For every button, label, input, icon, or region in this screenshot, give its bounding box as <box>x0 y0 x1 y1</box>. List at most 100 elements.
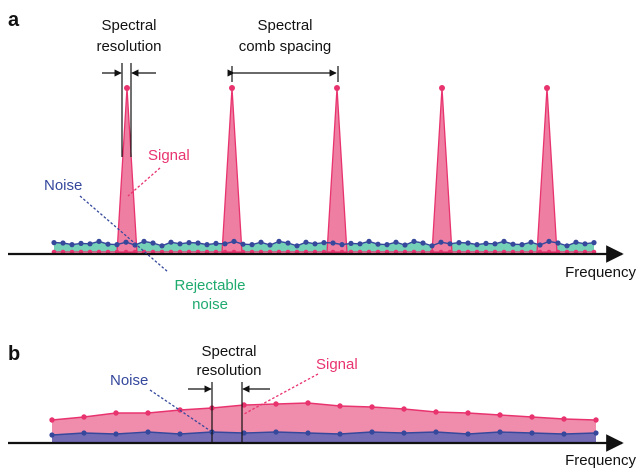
panel-a-noise-leader <box>79 195 169 273</box>
noise-point-16 <box>195 240 201 246</box>
signal-point-9 <box>337 403 343 409</box>
noise-point-59 <box>582 241 588 247</box>
noise-point-41 <box>420 240 426 246</box>
noise-point-51 <box>510 241 516 247</box>
noise-point-23 <box>258 239 264 245</box>
noise-point-15 <box>529 430 535 436</box>
noise-point-14 <box>177 241 183 247</box>
noise-point-27 <box>294 243 300 249</box>
panel-b-noise-leader <box>149 389 213 433</box>
noise-point-7 <box>114 242 120 248</box>
noise-area <box>52 432 596 442</box>
noise-point-13 <box>465 431 471 437</box>
signal-peak-2 <box>221 87 243 254</box>
noise-point-55 <box>546 238 552 244</box>
noise-point-40 <box>411 238 417 244</box>
noise-point-48 <box>483 240 489 246</box>
noise-point-0 <box>49 432 55 438</box>
noise-point-52 <box>519 242 525 248</box>
noise-point-20 <box>231 238 237 244</box>
noise-point-31 <box>330 240 336 246</box>
panel-b-signal-label: Signal <box>316 356 358 373</box>
panel-a-fills <box>54 87 594 254</box>
noise-point-17 <box>204 242 210 248</box>
signal-point-11 <box>401 406 407 412</box>
panel-b-lines <box>49 400 599 438</box>
noise-point-58 <box>573 239 579 245</box>
noise-point-34 <box>357 241 363 247</box>
noise-point-0 <box>51 240 57 246</box>
signal-peak-top-5 <box>544 85 550 91</box>
signal-point-8 <box>305 400 311 406</box>
panel-a-signal-label: Signal <box>148 147 190 164</box>
noise-point-2 <box>69 242 75 248</box>
signal-point-15 <box>529 414 535 420</box>
panel-b-noise-label: Noise <box>110 372 148 389</box>
noise-point-4 <box>177 431 183 437</box>
noise-point-28 <box>303 239 309 245</box>
signal-point-14 <box>497 412 503 418</box>
signal-peak-1 <box>116 87 138 254</box>
noise-point-1 <box>60 240 66 246</box>
signal-point-17 <box>593 417 599 423</box>
signal-point-0 <box>49 417 55 423</box>
noise-point-2 <box>113 431 119 437</box>
noise-point-16 <box>561 431 567 437</box>
panel-b-signal-leader <box>243 373 319 415</box>
noise-point-4 <box>87 241 93 247</box>
panel-b-label: b <box>8 343 20 365</box>
signal-point-7 <box>273 401 279 407</box>
noise-point-8 <box>123 239 129 245</box>
noise-point-6 <box>241 430 247 436</box>
panel-b-fills <box>52 403 596 442</box>
noise-point-47 <box>474 242 480 248</box>
noise-point-43 <box>438 239 444 245</box>
noise-point-18 <box>213 240 219 246</box>
panel-b-resolution-line2: resolution <box>196 362 261 379</box>
signal-point-3 <box>145 410 151 416</box>
noise-point-36 <box>375 241 381 247</box>
noise-point-26 <box>285 240 291 246</box>
noise-point-39 <box>402 242 408 248</box>
noise-point-44 <box>447 241 453 247</box>
noise-point-1 <box>81 430 87 436</box>
noise-point-24 <box>267 242 273 248</box>
noise-point-60 <box>591 240 597 246</box>
noise-point-30 <box>321 240 327 246</box>
noise-point-14 <box>497 429 503 435</box>
signal-line <box>51 402 597 421</box>
noise-point-22 <box>249 242 255 248</box>
noise-point-12 <box>433 429 439 435</box>
noise-point-5 <box>96 238 102 244</box>
noise-point-21 <box>240 241 246 247</box>
panel-a: a Frequency Spectral resolution Spectral… <box>8 9 636 313</box>
signal-point-10 <box>369 404 375 410</box>
noise-point-38 <box>393 239 399 245</box>
noise-point-3 <box>78 240 84 246</box>
signal-peak-3 <box>326 87 348 254</box>
signal-point-6 <box>241 402 247 408</box>
panel-b: b Frequency Spectral resolution Signal N… <box>8 343 636 468</box>
noise-line <box>51 431 597 436</box>
noise-point-11 <box>401 430 407 436</box>
panel-a-spacing-line1: Spectral <box>257 17 312 34</box>
signal-peak-4 <box>431 87 453 254</box>
signal-point-2 <box>113 410 119 416</box>
noise-point-13 <box>168 239 174 245</box>
noise-point-57 <box>564 243 570 249</box>
signal-peak-top-2 <box>229 85 235 91</box>
panel-a-label: a <box>8 9 20 31</box>
signal-point-12 <box>433 409 439 415</box>
panel-a-spacing-line2: comb spacing <box>239 38 332 55</box>
noise-point-50 <box>501 238 507 244</box>
noise-point-45 <box>456 240 462 246</box>
panel-a-axis-label: Frequency <box>565 264 636 281</box>
noise-point-11 <box>150 240 156 246</box>
noise-point-6 <box>105 241 111 247</box>
noise-point-10 <box>369 429 375 435</box>
noise-point-54 <box>537 242 543 248</box>
noise-point-9 <box>337 431 343 437</box>
signal-peak-top-4 <box>439 85 445 91</box>
panel-a-rejectable-line1: Rejectable <box>175 277 246 294</box>
